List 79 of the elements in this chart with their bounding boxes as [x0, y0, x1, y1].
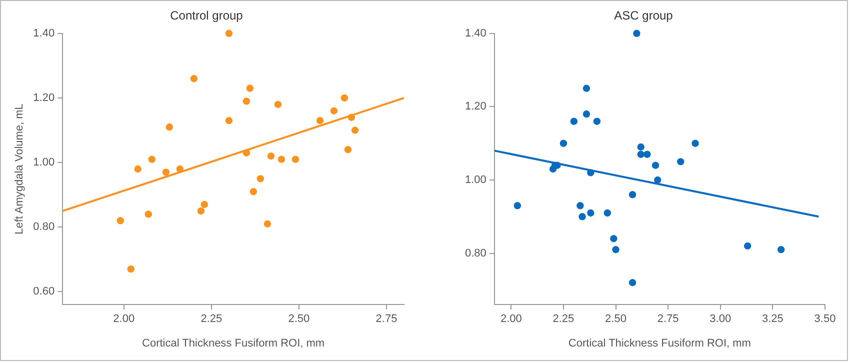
x-axis-title: Cortical Thickness Fusiform ROI, mm	[142, 337, 325, 350]
x-tick-label: 2.00	[113, 313, 135, 326]
y-tick-label: 1.20	[33, 92, 55, 104]
point	[652, 162, 660, 169]
point	[267, 152, 275, 160]
point	[134, 165, 142, 173]
x-axis-title: Cortical Thickness Fusiform ROI, mm	[568, 337, 751, 350]
x-tick-label: 2.00	[500, 313, 522, 326]
point	[587, 169, 594, 176]
point	[582, 110, 590, 118]
x-tick-label: 3.50	[814, 313, 836, 326]
y-tick-label: 0.80	[464, 247, 486, 260]
point	[176, 165, 184, 173]
point	[278, 156, 286, 163]
point	[578, 213, 586, 220]
point	[250, 188, 258, 196]
point	[587, 209, 594, 217]
point	[344, 146, 352, 154]
point	[348, 114, 356, 121]
y-tick-label: 1.40	[33, 27, 55, 40]
point	[197, 207, 205, 215]
point	[274, 100, 282, 108]
point	[637, 150, 644, 158]
point	[593, 118, 601, 125]
x-tick-label: 2.25	[552, 313, 574, 326]
point	[628, 279, 636, 286]
point	[744, 242, 752, 250]
y-tick-label: 1.00	[33, 156, 55, 169]
y-axis-title: Left Amygdala Volume, mL	[14, 104, 26, 234]
point	[225, 30, 233, 37]
point	[200, 200, 208, 208]
point	[242, 149, 250, 156]
point	[570, 118, 578, 125]
point	[677, 158, 684, 166]
y-tick-label: 0.60	[33, 286, 55, 298]
point	[316, 116, 324, 124]
point	[637, 143, 644, 151]
point	[576, 202, 584, 210]
y-tick-label: 1.20	[464, 100, 486, 113]
point	[340, 94, 348, 102]
point	[264, 220, 272, 228]
point	[256, 175, 264, 182]
point	[777, 246, 785, 254]
y-tick-label: 1.00	[464, 174, 486, 186]
x-tick-label: 2.50	[605, 313, 626, 326]
point	[162, 168, 170, 176]
point	[166, 123, 174, 131]
point	[560, 140, 568, 147]
point	[610, 235, 618, 242]
point	[692, 140, 699, 147]
x-tick-label: 2.25	[200, 313, 222, 326]
y-tick-label: 1.40	[464, 27, 486, 40]
point	[628, 191, 636, 198]
point	[246, 84, 254, 92]
point	[330, 107, 338, 114]
point	[582, 84, 590, 92]
point	[148, 156, 156, 163]
chart-title: ASC group	[614, 8, 674, 23]
point	[612, 246, 620, 254]
point	[127, 265, 134, 273]
point	[242, 98, 250, 105]
x-tick-label: 3.00	[710, 313, 732, 326]
point	[633, 30, 640, 37]
y-tick-label: 0.80	[33, 221, 55, 234]
x-tick-label: 3.25	[762, 313, 784, 326]
point	[190, 75, 198, 82]
x-tick-label: 2.75	[657, 313, 679, 326]
point	[604, 209, 611, 217]
x-tick-label: 2.75	[376, 313, 398, 326]
point	[514, 202, 522, 210]
point	[644, 150, 651, 158]
chart-title: Control group	[170, 8, 244, 23]
point	[292, 156, 300, 163]
point	[116, 217, 124, 224]
point	[144, 210, 152, 218]
point	[351, 126, 359, 134]
point	[225, 116, 233, 124]
point	[654, 176, 662, 184]
x-tick-label: 2.50	[288, 313, 310, 326]
